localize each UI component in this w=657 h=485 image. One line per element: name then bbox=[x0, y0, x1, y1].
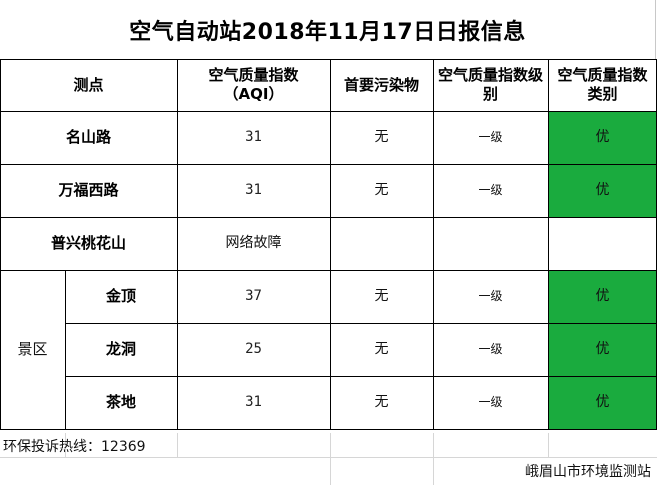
level-value: 一级 bbox=[478, 289, 503, 303]
row-divider bbox=[65, 323, 657, 324]
table-border bbox=[0, 59, 657, 60]
table-border bbox=[0, 59, 1, 430]
level-value: 一级 bbox=[478, 183, 503, 197]
sheet-gridline bbox=[0, 457, 657, 458]
column-divider bbox=[177, 59, 178, 430]
station-name: 名山路 bbox=[65, 128, 111, 146]
aqi-value: 31 bbox=[245, 129, 262, 145]
level-value: 一级 bbox=[478, 342, 503, 356]
level-value bbox=[433, 217, 548, 270]
column-divider bbox=[65, 270, 66, 430]
station-name: 万福西路 bbox=[58, 181, 119, 199]
sheet-gridline bbox=[433, 433, 434, 485]
complaint-hotline: 环保投诉热线：12369 bbox=[3, 439, 146, 455]
station-name: 普兴桃花山 bbox=[50, 234, 126, 252]
row-divider bbox=[65, 376, 657, 377]
aqi-value: 31 bbox=[245, 394, 262, 410]
level-value: 一级 bbox=[478, 130, 503, 144]
header-station: 测点 bbox=[73, 75, 104, 94]
aqi-value: 31 bbox=[245, 182, 262, 198]
row-divider bbox=[0, 270, 657, 271]
station-name: 茶地 bbox=[105, 393, 136, 411]
header-pollutant: 首要污染物 bbox=[343, 75, 419, 94]
column-divider bbox=[330, 59, 331, 430]
row-divider bbox=[0, 111, 657, 112]
category-badge: 优 bbox=[548, 376, 657, 429]
header-category: 空气质量指数类别 bbox=[557, 66, 648, 103]
station-name: 金顶 bbox=[105, 287, 136, 305]
sheet-gridline bbox=[548, 433, 549, 457]
column-divider bbox=[548, 59, 549, 430]
aqi-value: 25 bbox=[245, 341, 262, 357]
header-level: 空气质量指数级别 bbox=[437, 66, 543, 103]
station-name: 龙洞 bbox=[105, 340, 136, 358]
aqi-value: 37 bbox=[245, 288, 262, 304]
pollutant-value: 无 bbox=[374, 129, 389, 145]
category-badge: 优 bbox=[548, 323, 657, 376]
pollutant-value: 无 bbox=[374, 394, 389, 410]
category-badge bbox=[548, 217, 657, 270]
pollutant-value: 无 bbox=[374, 341, 389, 357]
pollutant-value: 无 bbox=[374, 288, 389, 304]
organization-name: 峨眉山市环境监测站 bbox=[525, 464, 651, 480]
scenic-group-label: 景区 bbox=[17, 340, 48, 358]
header-aqi: 空气质量指数（AQI） bbox=[208, 66, 299, 103]
aqi-value: 网络故障 bbox=[225, 235, 282, 251]
sheet-gridline bbox=[177, 433, 178, 457]
level-value: 一级 bbox=[478, 395, 503, 409]
row-divider bbox=[0, 217, 657, 218]
category-badge: 优 bbox=[548, 270, 657, 323]
column-divider bbox=[433, 59, 434, 430]
category-badge: 优 bbox=[548, 111, 657, 164]
sheet-gridline bbox=[330, 433, 331, 485]
pollutant-value bbox=[330, 217, 433, 270]
table-border bbox=[0, 429, 657, 430]
report-table: 测点 空气质量指数（AQI） 首要污染物 空气质量指数级别 空气质量指数类别 名… bbox=[0, 59, 657, 433]
sheet-gridline bbox=[65, 433, 66, 457]
pollutant-value: 无 bbox=[374, 182, 389, 198]
category-badge: 优 bbox=[548, 164, 657, 217]
report-title: 空气自动站2018年11月17日日报信息 bbox=[0, 0, 656, 59]
row-divider bbox=[0, 164, 657, 165]
